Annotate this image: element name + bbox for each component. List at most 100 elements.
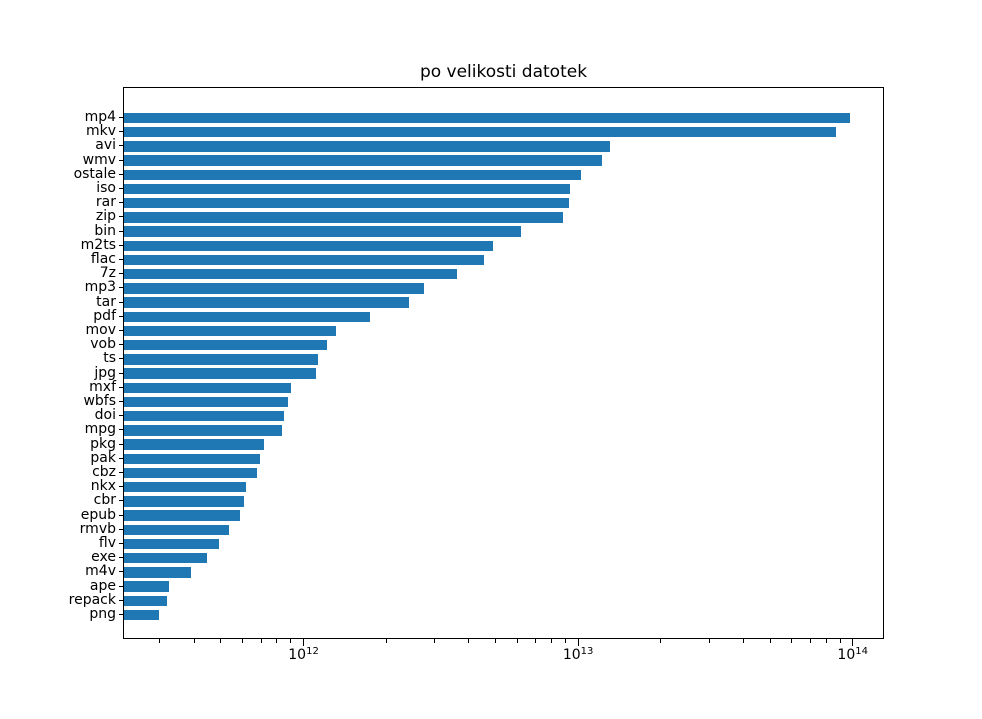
y-label-avi: avi [95,137,116,154]
y-label-doi: doi [94,407,116,424]
y-tick-mark [119,259,123,260]
y-label-mp3: mp3 [84,279,116,296]
x-tick-label: 1012 [274,646,334,665]
x-minor-tick [434,639,436,643]
bar-doi [124,410,284,422]
y-label-pkg: pkg [90,435,116,452]
bar-pak [124,453,261,465]
chart-title: po velikosti datotek [419,62,588,82]
y-label-pak: pak [90,449,116,466]
y-label-bin: bin [94,222,116,239]
y-tick-mark [119,301,123,303]
bar-7z [124,268,458,280]
bar-flac [124,254,484,266]
y-label-wmv: wmv [82,151,116,168]
y-tick-mark [119,500,123,502]
y-tick-mark [119,315,123,317]
bar-mov [124,325,336,337]
bar-pdf [124,311,370,323]
x-major-tick [303,639,305,646]
bar-m4v [124,567,191,578]
y-tick-mark [119,372,123,374]
x-minor-tick [468,639,470,643]
bar-pkg [124,439,264,450]
x-tick-exponent: 13 [580,645,594,657]
x-tick-base: 10 [288,647,307,663]
x-minor-tick [708,639,710,643]
y-tick-mark [119,230,123,232]
y-label-7z: 7z [99,265,116,282]
bar-zip [124,212,564,223]
bar-vob [124,339,328,351]
bar-ape [124,581,169,592]
y-tick-mark [119,528,123,530]
y-tick-mark [119,216,123,218]
y-tick-mark [119,173,123,175]
bar-epub [124,510,240,521]
y-tick-mark [119,358,123,360]
x-minor-tick [220,639,222,643]
y-tick-mark [119,386,123,388]
bar-rmvb [124,524,229,536]
y-tick-mark [119,273,123,275]
x-minor-tick [193,639,195,643]
y-tick-mark [119,514,123,516]
plot-area [123,87,884,639]
y-tick-mark [119,117,123,118]
y-tick-mark [119,131,123,133]
y-label-vob: vob [90,336,116,353]
y-tick-mark [119,486,123,488]
bar-ostale [124,169,582,181]
y-label-jpg: jpg [94,364,116,381]
x-minor-tick [565,639,567,643]
bar-mp3 [124,283,425,294]
bar-cbz [124,467,257,479]
x-major-tick [577,639,579,646]
y-tick-mark [119,429,123,431]
x-minor-tick [769,639,771,643]
x-major-tick [852,639,854,646]
x-minor-tick [551,639,553,643]
bar-m2ts [124,240,493,252]
y-label-ostale: ostale [73,165,116,182]
bar-jpg [124,368,316,379]
bar-wbfs [124,396,288,408]
x-minor-tick [494,639,496,643]
x-minor-tick [385,639,387,643]
y-tick-mark [119,571,123,573]
y-tick-mark [119,543,123,544]
y-tick-mark [119,557,123,559]
y-label-pdf: pdf [93,307,116,324]
y-label-png: png [89,606,116,622]
x-tick-exponent: 14 [855,645,868,657]
bar-cbr [124,496,244,507]
y-tick-mark [119,202,123,204]
x-minor-tick [809,639,811,643]
y-tick-mark [119,244,123,246]
y-label-nkx: nkx [90,478,116,495]
bar-mp4 [124,112,851,124]
y-label-m2ts: m2ts [80,236,116,253]
y-label-mpg: mpg [84,421,116,438]
x-minor-tick [839,639,841,643]
bar-mkv [124,126,836,138]
y-tick-mark [119,457,123,459]
y-tick-mark [119,614,123,615]
y-tick-mark [119,401,123,402]
x-minor-tick [660,639,662,643]
x-minor-tick [535,639,537,643]
y-tick-mark [119,344,123,346]
y-label-exe: exe [91,549,116,566]
x-minor-tick [516,639,518,643]
x-tick-label: 1014 [823,645,883,665]
y-label-mxf: mxf [89,378,116,395]
bar-avi [124,141,611,152]
x-minor-tick [276,639,278,643]
x-minor-tick [290,639,292,643]
x-minor-tick [159,639,161,643]
y-label-ts: ts [103,350,116,367]
bar-png [124,609,159,621]
y-label-zip: zip [95,208,116,225]
y-label-wbfs: wbfs [83,393,116,409]
